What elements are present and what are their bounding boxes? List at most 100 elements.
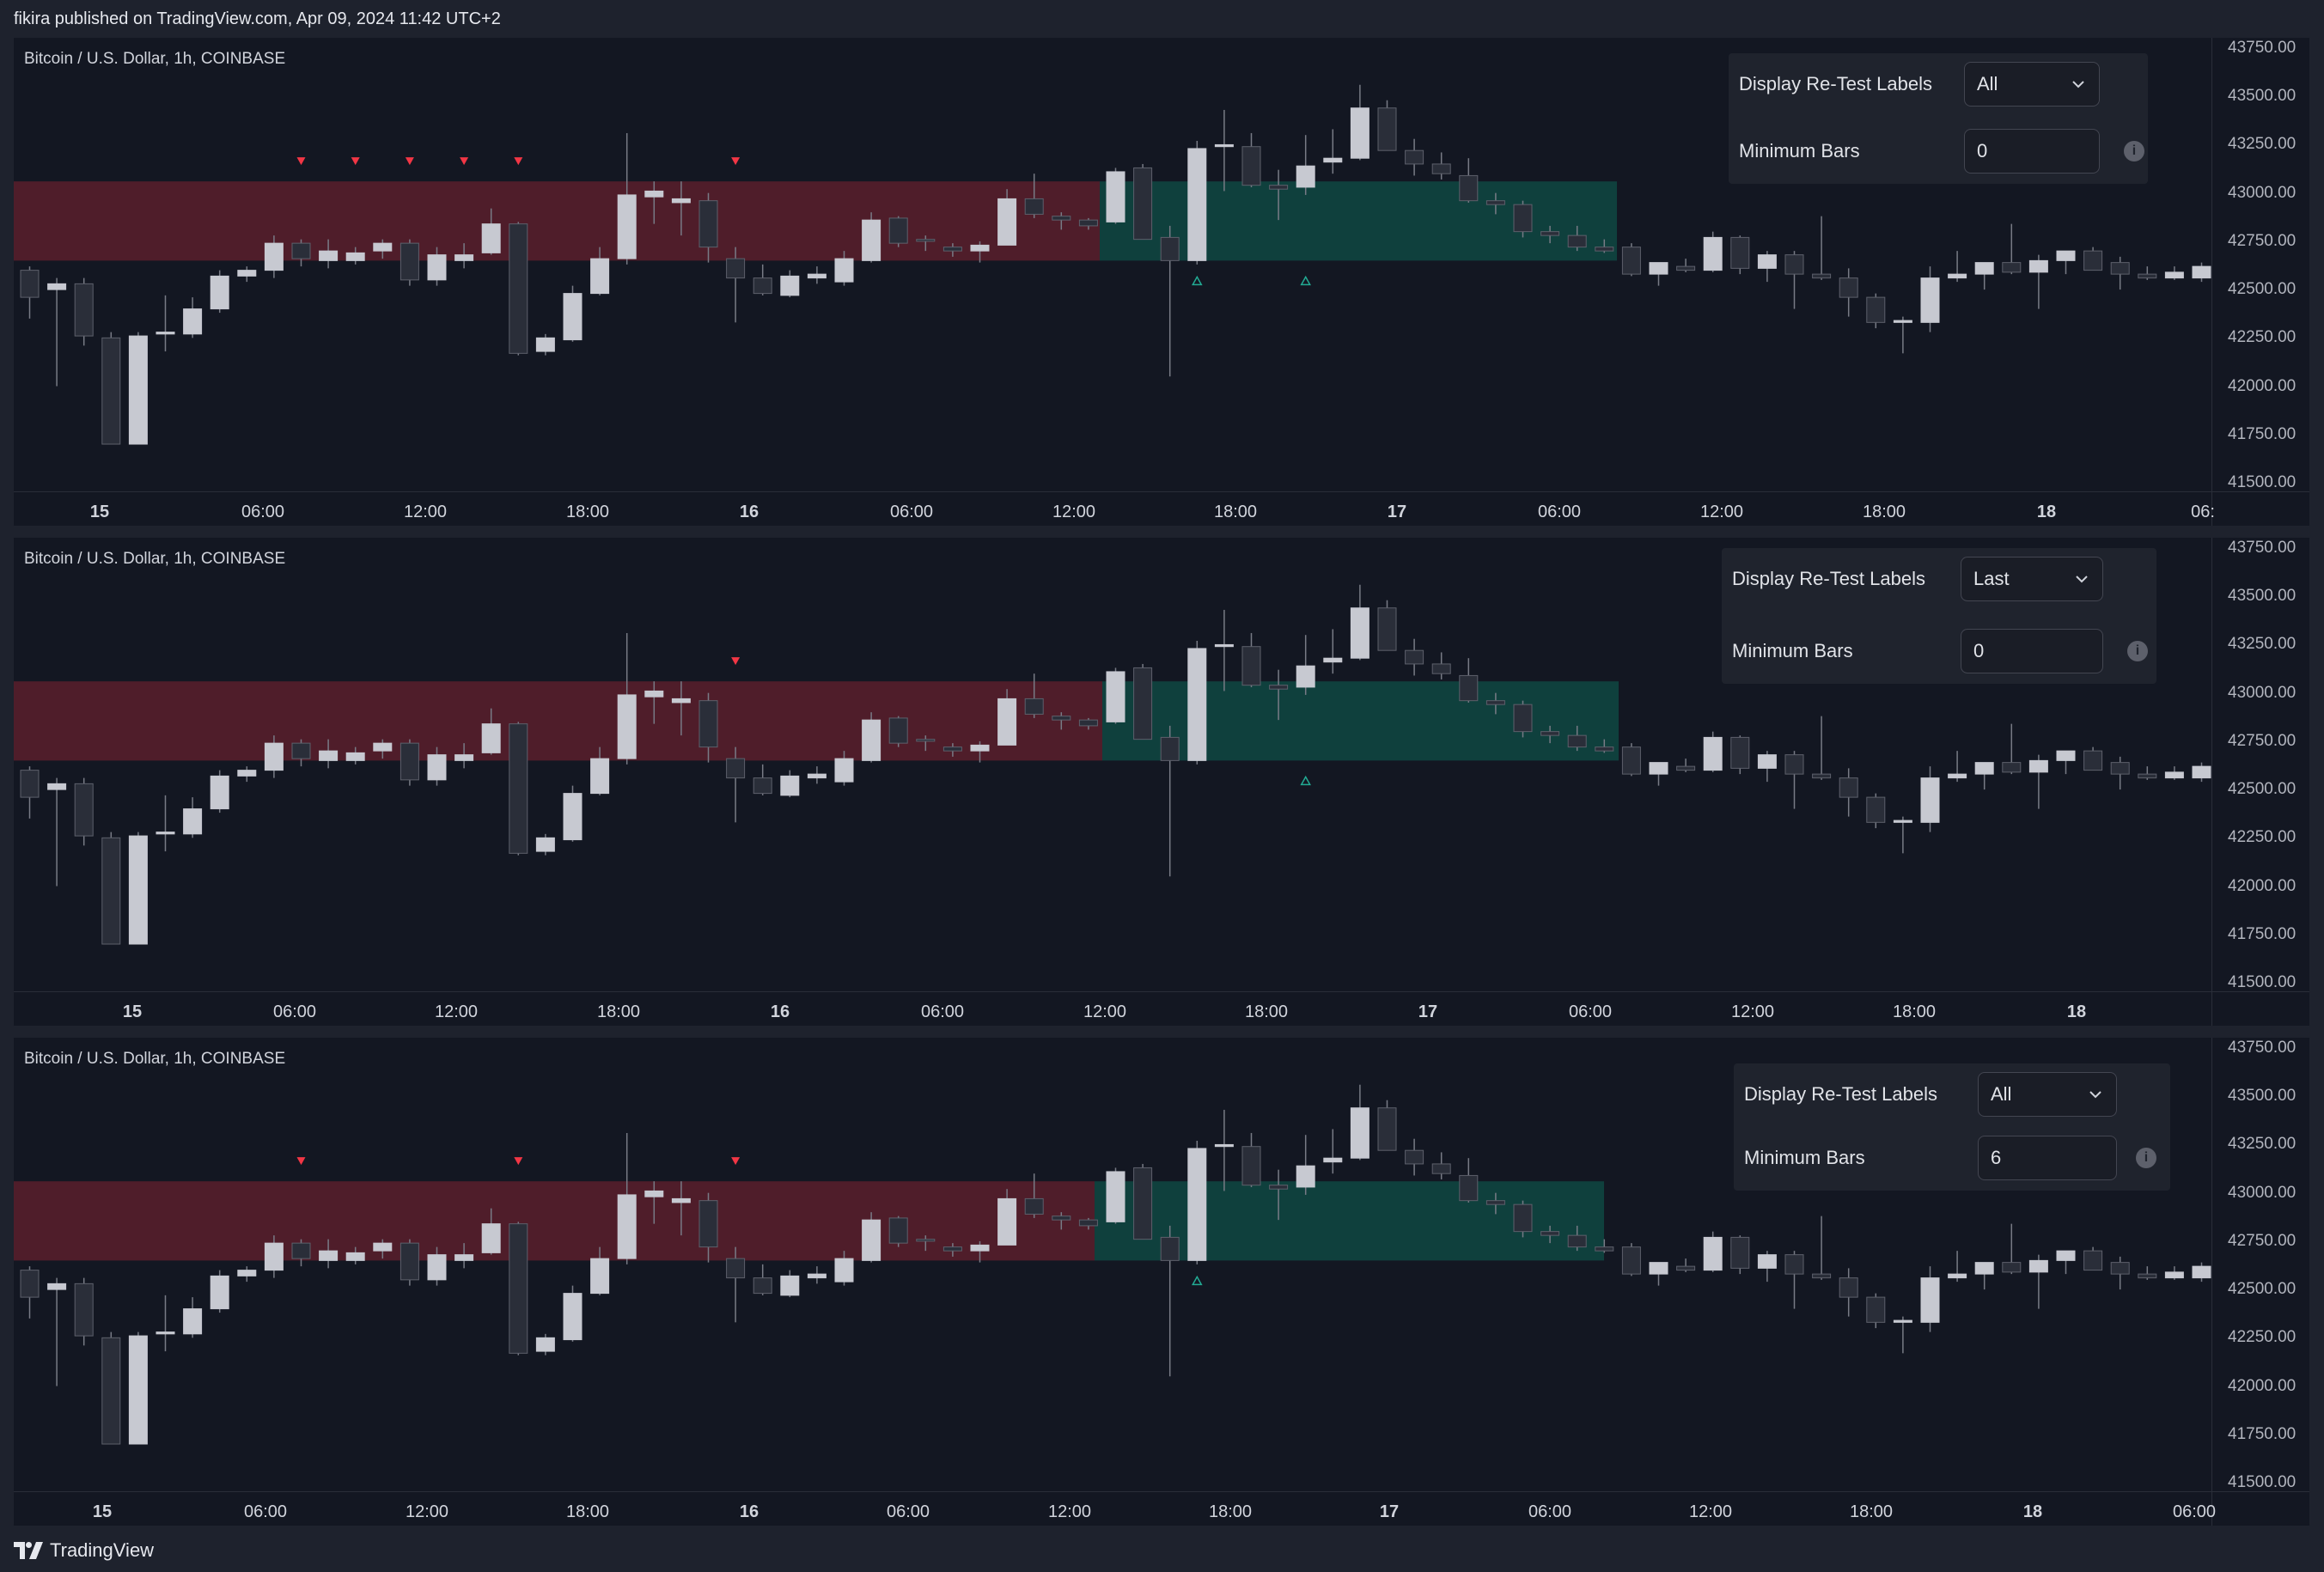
display-retest-select[interactable]: Last: [1961, 557, 2103, 601]
chart-pane-1[interactable]: Bitcoin / U.S. Dollar, 1h, COINBASE 43750…: [14, 38, 2309, 526]
candle: [1459, 658, 1479, 703]
candle: [1649, 1262, 1668, 1286]
candle: [1513, 200, 1533, 238]
candle: [2028, 754, 2048, 809]
minimum-bars-input[interactable]: 0: [1961, 629, 2103, 673]
time-tick-label: 16: [739, 1502, 759, 1521]
candle: [1974, 762, 1994, 790]
price-plot[interactable]: [14, 1038, 2211, 1491]
candle: [210, 770, 229, 813]
candle: [156, 1295, 175, 1352]
price-tick-label: 43000.00: [2228, 183, 2297, 202]
display-retest-select[interactable]: All: [1978, 1072, 2117, 1117]
candle: [1676, 1258, 1696, 1272]
price-axis[interactable]: 43750.00 43500.00 43250.00 43000.00 42750.00…: [2212, 538, 2309, 1026]
candle: [2110, 256, 2130, 290]
candle: [400, 739, 419, 786]
bullish-retest-marker: [1192, 275, 1203, 286]
candle: [1459, 1158, 1479, 1203]
candle: [101, 332, 121, 445]
chart-pane-3[interactable]: Bitcoin / U.S. Dollar, 1h, COINBASE 43750…: [14, 1038, 2309, 1526]
minimum-bars-input[interactable]: 0: [1964, 129, 2100, 174]
candle: [2028, 254, 2048, 309]
candle: [1621, 243, 1641, 277]
tradingview-brand[interactable]: TradingView: [50, 1539, 155, 1561]
price-tick-label: 42000.00: [2228, 376, 2297, 395]
candle: [1649, 762, 1668, 786]
candle: [1485, 692, 1505, 715]
time-tick-label: 18:00: [1849, 1502, 1894, 1521]
candle: [834, 251, 854, 286]
candle: [1269, 169, 1289, 221]
bearish-retest-marker: [731, 1157, 741, 1166]
price-tick-label: 41750.00: [2228, 424, 2297, 443]
time-axis[interactable]: 15 06:00 12:00 18:00 16 06:00 12:00 18:00 17 06:0…: [14, 492, 2215, 526]
candle: [2164, 1266, 2184, 1280]
candle: [1920, 1266, 1940, 1332]
minimum-bars-input[interactable]: 6: [1978, 1136, 2117, 1180]
candle: [644, 681, 664, 724]
price-axis[interactable]: 43750.00 43500.00 43250.00 43000.00 42750.00…: [2212, 1038, 2309, 1526]
candle: [1431, 652, 1451, 679]
candle: [1839, 1268, 1858, 1317]
symbol-title[interactable]: Bitcoin / U.S. Dollar, 1h, COINBASE: [24, 550, 286, 568]
candle: [1160, 1225, 1180, 1377]
candle: [1866, 1293, 1886, 1329]
candle: [1649, 262, 1668, 286]
info-icon[interactable]: i: [2127, 641, 2148, 661]
candle: [698, 692, 718, 763]
candle: [970, 1240, 990, 1263]
candle: [671, 181, 691, 236]
display-retest-select[interactable]: All: [1964, 62, 2100, 107]
chevron-down-icon: [2072, 81, 2084, 88]
indicator-settings-panel: Display Re-Test Labels All Minimum Bars …: [1729, 53, 2148, 184]
price-plot[interactable]: [14, 538, 2211, 991]
candle: [2028, 1254, 2048, 1309]
time-tick-label: 17: [1418, 1002, 1438, 1021]
candle: [47, 277, 67, 387]
candle: [1595, 739, 1614, 753]
candle: [1703, 231, 1723, 272]
bearish-retest-marker: [460, 157, 469, 166]
candle: [128, 832, 148, 945]
time-tick-label: 12:00: [405, 1502, 449, 1521]
symbol-title[interactable]: Bitcoin / U.S. Dollar, 1h, COINBASE: [24, 50, 286, 68]
display-retest-value: All: [1977, 73, 1998, 94]
price-tick-label: 42750.00: [2228, 231, 2297, 250]
info-icon[interactable]: i: [2124, 141, 2144, 161]
price-tick-label: 42500.00: [2228, 780, 2297, 799]
time-tick-label: 06:00: [1528, 1502, 1572, 1521]
candle: [1730, 735, 1750, 775]
candle: [726, 1246, 746, 1323]
time-tick-label: 18: [2022, 1502, 2043, 1521]
tradingview-logo-icon[interactable]: [14, 1542, 43, 1559]
symbol-title[interactable]: Bitcoin / U.S. Dollar, 1h, COINBASE: [24, 1050, 286, 1068]
candle: [535, 833, 555, 856]
bearish-retest-zone: [14, 681, 1102, 761]
candle: [1377, 100, 1397, 151]
candle: [183, 797, 203, 838]
price-axis[interactable]: 43750.00 43500.00 43250.00 43000.00 42750.00…: [2212, 38, 2309, 526]
candle: [1323, 129, 1343, 174]
candle: [291, 1239, 311, 1267]
candle: [997, 1189, 1017, 1246]
info-icon[interactable]: i: [2136, 1148, 2156, 1168]
chart-pane-2[interactable]: Bitcoin / U.S. Dollar, 1h, COINBASE 43750…: [14, 538, 2309, 1026]
candle: [2083, 247, 2103, 271]
candle: [373, 239, 393, 259]
candle: [1323, 629, 1343, 674]
candle: [1024, 1173, 1044, 1218]
candle: [2164, 266, 2184, 280]
time-axis[interactable]: 15 06:00 12:00 18:00 16 06:00 12:00 18:00 17 06:0…: [14, 992, 2211, 1026]
candle: [1948, 751, 1967, 783]
chevron-down-icon: [2089, 1091, 2101, 1099]
candle: [319, 239, 339, 269]
candle: [942, 243, 962, 257]
candle: [698, 192, 718, 263]
candle: [1377, 600, 1397, 651]
candle: [454, 243, 474, 269]
price-plot[interactable]: [14, 38, 2211, 491]
time-axis[interactable]: 15 06:00 12:00 18:00 16 06:00 12:00 18:00 17 06:0…: [14, 1492, 2216, 1526]
candle: [1893, 1316, 1912, 1354]
candle: [1405, 1138, 1424, 1176]
